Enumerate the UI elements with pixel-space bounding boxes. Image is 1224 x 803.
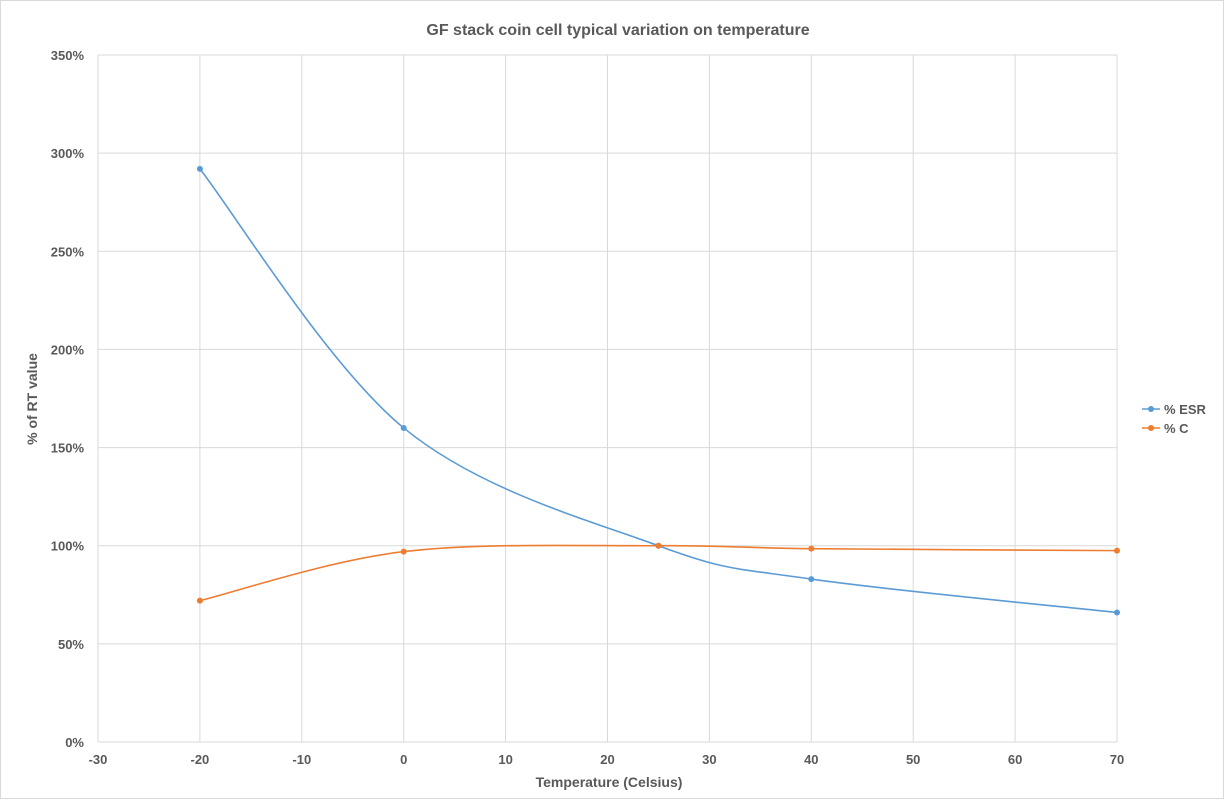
y-tick-label: 0% bbox=[65, 735, 84, 750]
x-tick-label: 30 bbox=[702, 752, 716, 767]
x-axis-title: Temperature (Celsius) bbox=[536, 774, 683, 790]
data-point-esr bbox=[1114, 609, 1120, 616]
y-tick-label: 200% bbox=[51, 342, 85, 357]
x-tick-label: 20 bbox=[600, 752, 614, 767]
x-tick-label: -20 bbox=[191, 752, 210, 767]
legend-label-c: % C bbox=[1164, 421, 1189, 436]
data-point-c bbox=[655, 542, 662, 549]
series-layer bbox=[196, 165, 1120, 616]
series-line-esr bbox=[199, 168, 1118, 614]
grid-layer bbox=[97, 54, 1118, 743]
y-tick-label: 350% bbox=[51, 48, 85, 63]
data-point-esr bbox=[808, 576, 815, 583]
x-tick-label: 10 bbox=[498, 752, 512, 767]
legend-marker-c bbox=[1148, 425, 1154, 431]
legend-label-esr: % ESR bbox=[1164, 402, 1207, 417]
data-point-esr bbox=[196, 165, 203, 172]
x-tick-label: 50 bbox=[906, 752, 920, 767]
data-point-c bbox=[400, 548, 407, 555]
data-point-c bbox=[196, 597, 203, 604]
y-tick-label: 50% bbox=[58, 637, 84, 652]
data-point-c bbox=[1114, 547, 1120, 554]
x-tick-label: 0 bbox=[400, 752, 407, 767]
x-tick-label: -30 bbox=[89, 752, 108, 767]
data-point-esr bbox=[400, 424, 407, 431]
tick-layer: 0% 50% 100% 150% 200% 250% 300% 350% -30 -20 -10 0 1… bbox=[51, 48, 1124, 767]
legend: % ESR % C bbox=[1142, 402, 1207, 436]
x-tick-label: 60 bbox=[1008, 752, 1022, 767]
legend-marker-esr bbox=[1148, 406, 1154, 412]
y-tick-label: 250% bbox=[51, 244, 85, 259]
y-tick-label: 300% bbox=[51, 146, 85, 161]
chart-title: GF stack coin cell typical variation on … bbox=[426, 22, 809, 39]
y-tick-label: 100% bbox=[51, 539, 85, 554]
y-tick-label: 150% bbox=[51, 441, 85, 456]
data-point-c bbox=[808, 545, 815, 552]
x-tick-label: 40 bbox=[804, 752, 818, 767]
y-axis-title: % of RT value bbox=[24, 353, 40, 445]
series-line-c bbox=[199, 544, 1118, 602]
x-tick-label: 70 bbox=[1110, 752, 1124, 767]
x-tick-label: -10 bbox=[292, 752, 311, 767]
